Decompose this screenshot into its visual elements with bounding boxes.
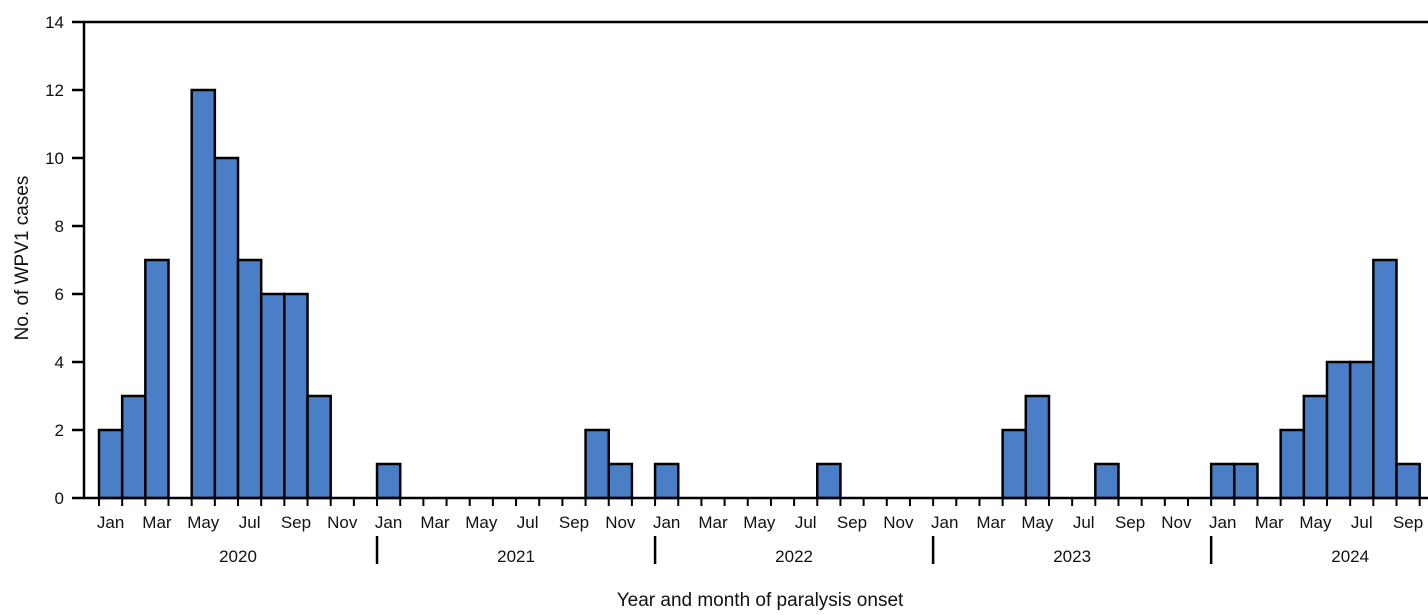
x-month-label: Jan	[375, 513, 402, 532]
x-month-label: Jan	[1209, 513, 1236, 532]
x-month-label: Jul	[1073, 513, 1095, 532]
x-month-label: Nov	[883, 513, 914, 532]
x-month-label: May	[187, 513, 220, 532]
bar	[120, 394, 147, 500]
x-month-label: Sep	[1115, 513, 1145, 532]
x-month-label: Nov	[605, 513, 636, 532]
y-tick-label: 2	[55, 421, 64, 440]
bar	[607, 462, 634, 500]
x-month-label: May	[1021, 513, 1054, 532]
x-month-label: May	[743, 513, 776, 532]
y-axis-title: No. of WPV1 cases	[12, 176, 33, 341]
bar	[213, 156, 240, 500]
y-tick-label: 4	[55, 353, 64, 372]
x-axis-title: Year and month of paralysis onset	[617, 590, 904, 611]
x-month-label: Mar	[1254, 513, 1284, 532]
x-month-label: Nov	[1161, 513, 1192, 532]
x-month-label: Jul	[239, 513, 261, 532]
bar	[375, 462, 402, 500]
bar	[1395, 462, 1421, 500]
y-axis: 0 2 4 6 8 10 12 14	[45, 13, 1428, 508]
x-month-label: Jan	[931, 513, 958, 532]
bar	[236, 258, 263, 500]
y-tick-label: 10	[45, 149, 64, 168]
y-tick-label: 12	[45, 81, 64, 100]
x-month-label: May	[1299, 513, 1332, 532]
bar	[1001, 428, 1028, 500]
x-month-label: Mar	[698, 513, 728, 532]
bar	[1325, 360, 1352, 500]
bars-layer	[97, 88, 1421, 500]
x-month-label: May	[465, 513, 498, 532]
bar	[653, 462, 680, 500]
bar	[190, 88, 217, 500]
x-month-label: Mar	[142, 513, 172, 532]
x-month-label: Jul	[1351, 513, 1373, 532]
x-year-label: 2022	[775, 547, 813, 566]
x-month-label: Jan	[653, 513, 680, 532]
y-tick-label: 0	[55, 489, 64, 508]
bar	[1302, 394, 1329, 500]
x-axis: Jan Mar May Jul Sep Nov 2020 Jan Mar May Jul Sep Nov…	[84, 496, 1428, 566]
x-year-label: 2024	[1331, 547, 1369, 566]
bar	[1209, 462, 1236, 500]
x-month-label: Sep	[559, 513, 589, 532]
x-month-label: Nov	[327, 513, 358, 532]
bar	[816, 462, 842, 500]
x-month-label: Mar	[976, 513, 1006, 532]
y-tick-label: 8	[55, 217, 64, 236]
x-year-label: 2023	[1053, 547, 1091, 566]
bar	[1279, 428, 1306, 500]
x-month-label: Jul	[517, 513, 539, 532]
x-month-label: Sep	[837, 513, 867, 532]
bar	[1348, 360, 1375, 500]
bar	[1233, 462, 1259, 500]
x-month-label: Mar	[420, 513, 450, 532]
y-tick-label: 14	[45, 13, 64, 32]
bar	[584, 428, 610, 500]
bar	[1094, 462, 1120, 500]
bar	[144, 258, 170, 500]
bar	[283, 292, 309, 500]
x-month-label: Jul	[795, 513, 817, 532]
y-tick-label: 6	[55, 285, 64, 304]
x-year-label: 2021	[497, 547, 535, 566]
bar	[97, 428, 124, 500]
x-year-label: 2020	[219, 547, 257, 566]
bar	[259, 292, 286, 500]
x-month-label: Sep	[281, 513, 311, 532]
x-month-label: Sep	[1393, 513, 1423, 532]
bar	[306, 394, 332, 500]
bar	[1024, 394, 1051, 500]
bar	[1372, 258, 1398, 500]
x-month-label: Jan	[97, 513, 124, 532]
